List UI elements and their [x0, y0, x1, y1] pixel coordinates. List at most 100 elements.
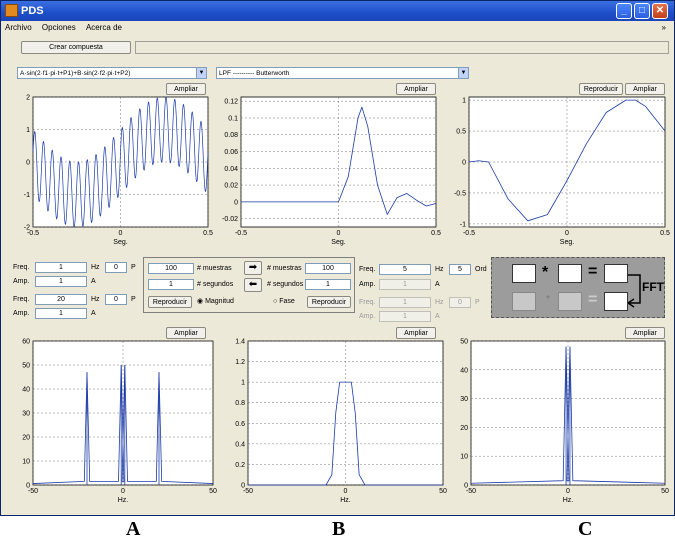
filt-freq2-input[interactable]: 1 [379, 297, 431, 308]
y-tick-label: 0 [26, 160, 30, 167]
chevron-down-icon[interactable]: ▼ [196, 68, 206, 78]
app-icon [5, 4, 18, 17]
x-tick-label: -0.5 [463, 230, 475, 237]
maximize-button[interactable]: □ [634, 3, 650, 19]
signal-dropdown[interactable]: A·sin(2·f1·pi·t+P1)+B·sin(2·f2·pi·t+P2) ▼ [17, 67, 207, 79]
ampliar-button-2[interactable]: Ampliar [396, 83, 436, 95]
y-tick-label: 1 [241, 380, 245, 387]
filt-amp2-input[interactable]: 1 [379, 311, 431, 322]
y-tick-label: 50 [460, 339, 468, 346]
y-tick-label: 0 [241, 483, 245, 490]
y-tick-label: 40 [460, 367, 468, 374]
panel-label-a: A [126, 518, 141, 540]
fft-star: * [542, 264, 549, 281]
menu-acerca-de[interactable]: Acerca de [85, 23, 122, 32]
y-tick-label: 0.1 [228, 115, 238, 122]
window-title: PDS [21, 5, 44, 17]
segundos-out-input[interactable]: 1 [305, 279, 351, 290]
menu-overflow-icon[interactable]: » [661, 23, 666, 32]
amp2-input[interactable]: 1 [35, 308, 87, 319]
y-tick-label: 30 [460, 396, 468, 403]
a1-label: A [91, 278, 96, 285]
fft-label: FFT [642, 280, 664, 294]
x-tick-label: 0 [565, 230, 569, 237]
x-tick-label: 0 [566, 488, 570, 495]
filt-a1-label: A [435, 281, 440, 288]
spectrum-line [470, 346, 666, 484]
menu-archivo[interactable]: Archivo [5, 23, 32, 32]
freq1-input[interactable]: 1 [35, 262, 87, 273]
x-axis-label: Seg. [113, 239, 127, 246]
filt-amp2-label: Amp. [359, 313, 376, 320]
p1-label: P [131, 264, 136, 271]
arrow-left-button[interactable]: ⬅ [244, 278, 262, 292]
signal-dropdown-value: A·sin(2·f1·pi·t+P1)+B·sin(2·f2·pi·t+P2) [20, 70, 131, 77]
y-tick-label: 0.06 [224, 149, 238, 156]
muestras-out-input[interactable]: 100 [305, 263, 351, 274]
ampliar-button-4[interactable]: Ampliar [166, 327, 206, 339]
y-tick-label: 0.5 [456, 129, 466, 136]
phase2-input[interactable]: 0 [105, 294, 127, 305]
fase-label: Fase [279, 298, 295, 305]
y-tick-label: 50 [22, 363, 30, 370]
fft-eq-2: = [588, 291, 598, 308]
y-tick-label: -2 [24, 225, 30, 232]
fft-box-4 [512, 292, 536, 311]
hz1-label: Hz [91, 264, 100, 271]
phase1-input[interactable]: 0 [105, 262, 127, 273]
reproducir-button-right[interactable]: Reproducir [307, 296, 351, 308]
segundos-in-input[interactable]: 1 [148, 279, 194, 290]
filt-freq1-label: Freq. [359, 266, 376, 273]
hz2-label: Hz [91, 296, 100, 303]
ampliar-button-1[interactable]: Ampliar [166, 83, 206, 95]
filt-p2-label: P [475, 299, 480, 306]
y-tick-label: 0 [462, 160, 466, 167]
series-line [248, 381, 443, 486]
y-tick-label: 20 [22, 435, 30, 442]
filt-phase2-input[interactable]: 0 [449, 297, 471, 308]
freq2-input[interactable]: 20 [35, 294, 87, 305]
filt-amp1-input[interactable]: 1 [379, 279, 431, 290]
y-tick-label: 0.4 [235, 441, 245, 448]
panel-label-c: C [578, 518, 593, 540]
reproducir-button-left[interactable]: Reproducir [148, 296, 192, 308]
arrow-right-button[interactable]: ➡ [244, 261, 262, 275]
filt-a2-label: A [435, 313, 440, 320]
y-tick-label: 0 [234, 199, 238, 206]
ampliar-button-3[interactable]: Ampliar [625, 83, 665, 95]
y-tick-label: 20 [460, 425, 468, 432]
filt-freq1-input[interactable]: 5 [379, 264, 431, 275]
y-tick-label: -1 [460, 221, 466, 228]
y-tick-label: -1 [24, 192, 30, 199]
x-tick-label: 0 [121, 488, 125, 495]
ampliar-button-6[interactable]: Ampliar [625, 327, 665, 339]
filt-amp1-label: Amp. [359, 281, 376, 288]
arrow-left-icon: ⬅ [248, 279, 258, 290]
filt-hz1-label: Hz [435, 266, 444, 273]
filter-dropdown[interactable]: LPF ---------- Butterworth ▼ [216, 67, 469, 79]
y-tick-label: 0 [26, 483, 30, 490]
segundos-in-label: # segundos [197, 281, 234, 288]
y-tick-label: 0.8 [235, 400, 245, 407]
menu-opciones[interactable]: Opciones [41, 23, 76, 32]
amp1-input[interactable]: 1 [35, 276, 87, 287]
reproducir-button-top[interactable]: Reproducir [579, 83, 623, 95]
radio-selected-icon: ◉ [197, 298, 204, 305]
sampling-group [143, 257, 355, 313]
muestras-in-input[interactable]: 100 [148, 263, 194, 274]
filter-dropdown-value: LPF ---------- Butterworth [219, 70, 290, 77]
ampliar-button-5[interactable]: Ampliar [396, 327, 436, 339]
x-tick-label: 0 [337, 230, 341, 237]
y-tick-label: 1.2 [235, 359, 245, 366]
minimize-button[interactable]: _ [616, 3, 632, 19]
crear-compuesta-button[interactable]: Crear compuesta [21, 41, 131, 54]
x-axis-label: Hz. [118, 497, 129, 504]
magnitud-radio[interactable]: ◉ Magnitud [197, 297, 234, 307]
close-button[interactable]: ✕ [652, 3, 668, 19]
fase-radio[interactable]: ○ Fase [273, 297, 295, 307]
time-signal-plot: 2 1 0 -1 -2-0.5 0 0.5 Seg. [24, 95, 213, 247]
filt-order-input[interactable]: 5 [449, 264, 471, 275]
chevron-down-icon[interactable]: ▼ [458, 68, 468, 78]
